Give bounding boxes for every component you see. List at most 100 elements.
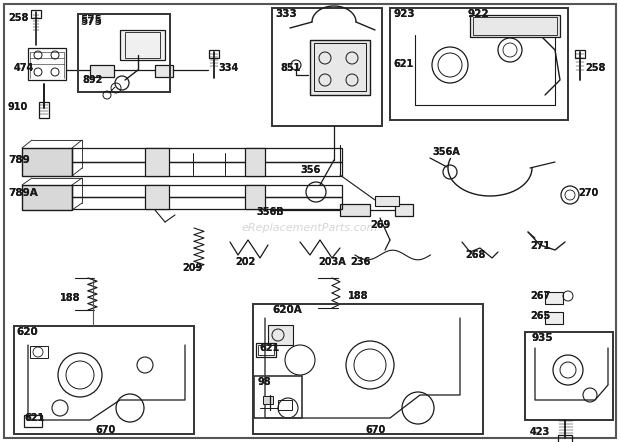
Text: 356B: 356B [256,207,283,217]
Text: 620: 620 [16,327,38,337]
Bar [72,197,342,209]
Text: 203A: 203A [318,257,346,267]
Text: 922: 922 [468,9,490,19]
Bar [545,312,563,324]
Text: 789A: 789A [8,188,38,198]
Bar [545,292,563,304]
Text: 910: 910 [8,102,29,112]
Bar [268,325,293,345]
Bar [78,14,170,92]
Text: 474: 474 [14,63,34,73]
Bar [375,196,399,206]
Text: 621: 621 [393,59,414,69]
Text: 575: 575 [80,17,102,27]
Text: 268: 268 [465,250,485,260]
Bar [245,185,265,209]
Bar [31,10,41,18]
Text: 423: 423 [530,427,551,437]
Text: 923: 923 [393,9,415,19]
Text: 922: 922 [468,9,490,19]
Text: 236: 236 [350,257,370,267]
Bar [72,148,342,162]
Text: 188: 188 [348,291,368,301]
Bar [558,435,572,442]
Text: 356B: 356B [256,207,283,217]
Text: 334: 334 [218,63,238,73]
Text: 265: 265 [530,311,551,321]
Text: 271: 271 [530,241,551,251]
Text: 270: 270 [578,188,598,198]
Text: 333: 333 [275,9,297,19]
Text: 202: 202 [235,257,255,267]
Text: 270: 270 [578,188,598,198]
Text: 621: 621 [24,413,44,423]
Text: 267: 267 [530,291,551,301]
Text: 188: 188 [60,293,81,303]
Text: 236: 236 [350,257,370,267]
Text: 670: 670 [365,425,385,435]
Bar [145,185,169,209]
Bar [256,343,276,357]
Text: 474: 474 [14,63,34,73]
Bar [390,8,568,120]
Text: 423: 423 [530,427,551,437]
Text: 268: 268 [465,250,485,260]
Text: 621: 621 [393,59,414,69]
Text: 620A: 620A [272,305,302,315]
Bar [24,415,42,427]
Bar [72,185,342,197]
Text: 265: 265 [530,311,551,321]
Text: 333: 333 [275,9,297,19]
Text: 356: 356 [300,165,321,175]
Text: 334: 334 [218,63,238,73]
Text: 202: 202 [235,257,255,267]
Text: 271: 271 [530,241,551,251]
Text: 621: 621 [259,343,279,353]
Bar [258,345,274,355]
Bar [72,162,342,176]
Text: 892: 892 [82,75,102,85]
Text: 621: 621 [259,343,279,353]
Text: 258: 258 [8,13,29,23]
Text: 620: 620 [16,327,38,337]
Bar [272,8,382,126]
Bar [575,50,585,58]
Bar [253,304,483,434]
Text: 188: 188 [348,291,368,301]
Text: 789A: 789A [8,188,38,198]
Bar [263,396,273,404]
Text: 356: 356 [300,165,321,175]
Text: 789: 789 [8,155,30,165]
Bar [278,400,292,410]
Text: 923: 923 [393,9,415,19]
Bar [125,32,160,58]
Bar [155,65,173,77]
Text: 98: 98 [258,377,272,387]
Bar [14,326,194,434]
Bar [473,17,557,35]
Text: 258: 258 [585,63,605,73]
Bar [39,102,49,118]
Text: eReplacementParts.com: eReplacementParts.com [242,223,378,233]
Text: 356A: 356A [432,147,460,157]
Text: 575: 575 [80,15,102,25]
Bar [310,40,370,95]
Bar [340,204,370,216]
Text: 209: 209 [182,263,202,273]
Bar [22,148,72,176]
Bar [30,346,48,358]
Bar [525,332,613,420]
Text: 269: 269 [370,220,390,230]
Text: 209: 209 [182,263,202,273]
Text: 203A: 203A [318,257,346,267]
Text: 620A: 620A [272,305,302,315]
Bar [145,148,169,176]
Text: 621: 621 [24,413,44,423]
Text: 188: 188 [60,293,81,303]
Text: 258: 258 [585,63,605,73]
Bar [209,50,219,58]
Text: 258: 258 [8,13,29,23]
Text: 851: 851 [280,63,300,73]
Text: 269: 269 [370,220,390,230]
Text: 851: 851 [280,63,300,73]
